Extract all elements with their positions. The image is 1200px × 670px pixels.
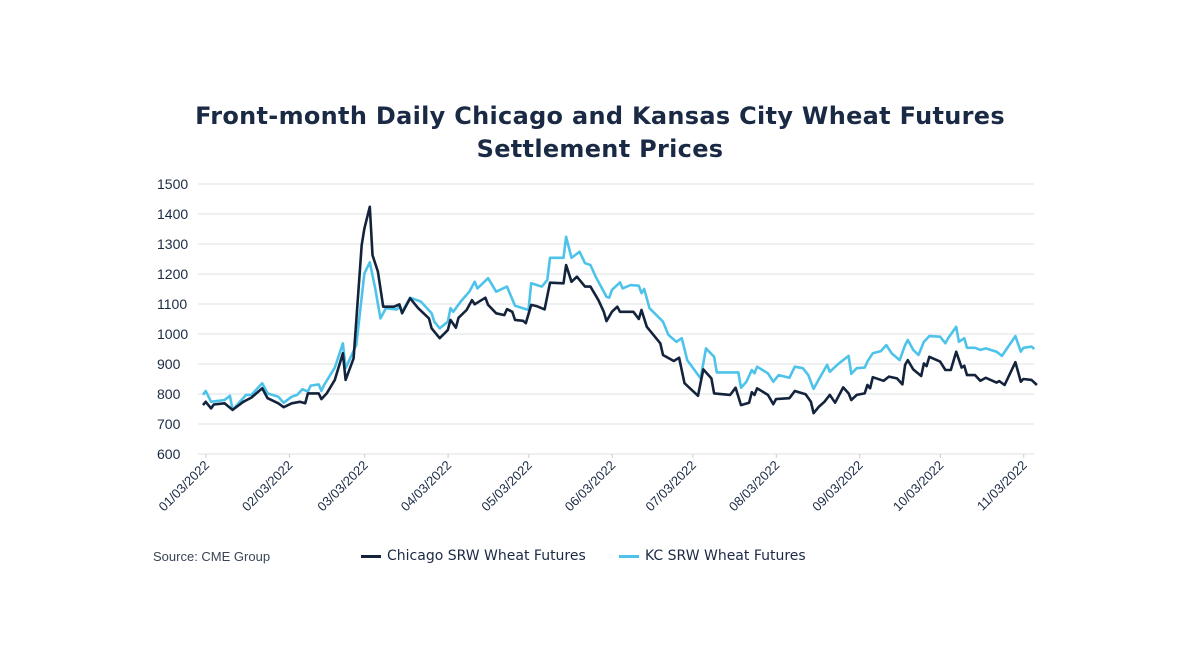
y-tick-label: 600 (157, 446, 181, 462)
x-tick-label: 09/03/2022 (809, 458, 866, 515)
legend-swatch-kc (619, 554, 639, 558)
x-tick-label: 02/03/2022 (239, 458, 296, 515)
x-tick-label: 06/03/2022 (562, 458, 619, 515)
y-tick-label: 1400 (157, 206, 188, 222)
y-axis-ticks: 600 700 800 900 1000 1100 1200 1300 1400 1500 (157, 176, 188, 462)
legend-label-chicago: Chicago SRW Wheat Futures (387, 548, 586, 564)
y-tick-label: 1500 (157, 176, 188, 192)
series-line-kc (201, 235, 1036, 412)
chart-title-line-2: Settlement Prices (476, 135, 724, 163)
x-axis-ticks: 01/03/2022 02/03/2022 03/03/2022 04/03/2022… (155, 454, 1030, 515)
y-tick-label: 800 (157, 386, 181, 402)
x-tick-label: 10/03/2022 (890, 458, 947, 515)
source-note: Source: CME Group (153, 549, 271, 564)
y-tick-label: 1000 (157, 326, 188, 342)
chart-title-line-1: Front-month Daily Chicago and Kansas Cit… (195, 102, 1005, 130)
legend-swatch-chicago (361, 554, 381, 558)
x-tick-label: 03/03/2022 (314, 458, 371, 515)
x-tick-label: 11/03/2022 (974, 458, 1030, 514)
legend-item-chicago: Chicago SRW Wheat Futures (361, 548, 586, 564)
legend-item-kc: KC SRW Wheat Futures (619, 548, 806, 564)
x-tick-label: 04/03/2022 (398, 458, 455, 515)
y-tick-label: 1100 (157, 296, 187, 312)
y-tick-label: 1200 (157, 266, 188, 282)
series-line-chicago (201, 205, 1038, 415)
x-tick-label: 07/03/2022 (642, 458, 699, 515)
y-tick-label: 700 (157, 416, 181, 432)
y-tick-label: 900 (157, 356, 181, 372)
y-tick-label: 1300 (157, 236, 188, 252)
chart-title: Front-month Daily Chicago and Kansas Cit… (0, 100, 1200, 166)
series-lines (201, 205, 1038, 415)
gridlines (198, 183, 1034, 455)
x-tick-label: 08/03/2022 (726, 458, 783, 515)
x-tick-label: 05/03/2022 (478, 458, 535, 515)
x-tick-label: 01/03/2022 (155, 458, 212, 515)
legend-label-kc: KC SRW Wheat Futures (645, 548, 806, 564)
